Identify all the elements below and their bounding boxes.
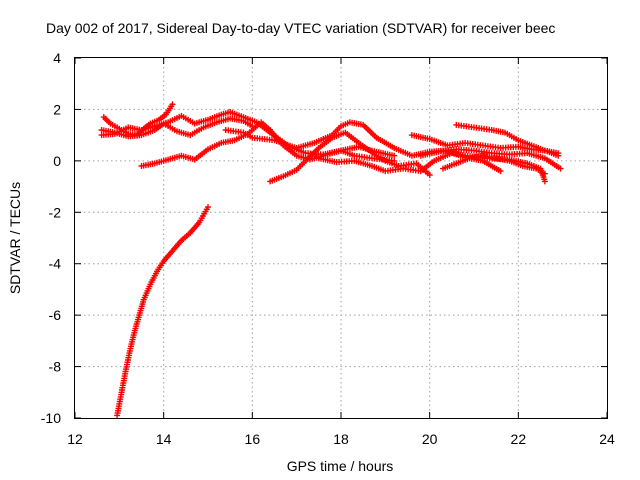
y-tick-label: -4: [49, 256, 62, 272]
y-tick-label: -8: [49, 359, 62, 375]
series-track-12: [417, 146, 564, 172]
grid-lines: [75, 58, 607, 418]
data-point: [391, 152, 398, 159]
plot-frame: [74, 57, 608, 419]
data-points: [98, 101, 564, 419]
data-point: [557, 165, 564, 172]
series-track-7: [267, 129, 433, 185]
data-point: [169, 101, 176, 108]
series-track-9: [408, 132, 562, 157]
data-point: [497, 168, 504, 175]
y-tick-label: -6: [49, 307, 62, 323]
data-point: [541, 170, 548, 177]
x-tick-label: 14: [156, 431, 172, 447]
y-tick-label: 2: [53, 101, 61, 117]
data-point: [426, 172, 433, 178]
x-tick-label: 18: [333, 431, 349, 447]
series-track-11: [440, 152, 548, 177]
y-tick-label: -2: [49, 204, 62, 220]
x-tick-label: 20: [422, 431, 438, 447]
y-axis-label: SDTVAR / TECUs: [7, 182, 23, 294]
data-point: [541, 178, 548, 185]
x-tick-label: 12: [67, 431, 83, 447]
series-track-1: [114, 204, 211, 419]
data-point: [555, 152, 562, 159]
data-point: [205, 204, 211, 211]
x-tick-label: 24: [599, 431, 615, 447]
x-tick-label: 16: [245, 431, 261, 447]
x-axis-ticks: 12 14 16 18 20 22 24: [67, 58, 615, 447]
y-tick-label: -10: [41, 410, 61, 426]
x-tick-label: 22: [511, 431, 527, 447]
series-track-3: [98, 115, 256, 140]
y-tick-label: 0: [53, 153, 61, 169]
series-track-10: [453, 121, 562, 159]
y-axis-ticks: 4 2 0 -2 -4 -6 -8 -10: [41, 50, 607, 426]
x-axis-label: GPS time / hours: [287, 458, 394, 474]
y-tick-label: 4: [53, 50, 61, 66]
chart-title: Day 002 of 2017, Sidereal Day-to-day VTE…: [46, 20, 555, 36]
